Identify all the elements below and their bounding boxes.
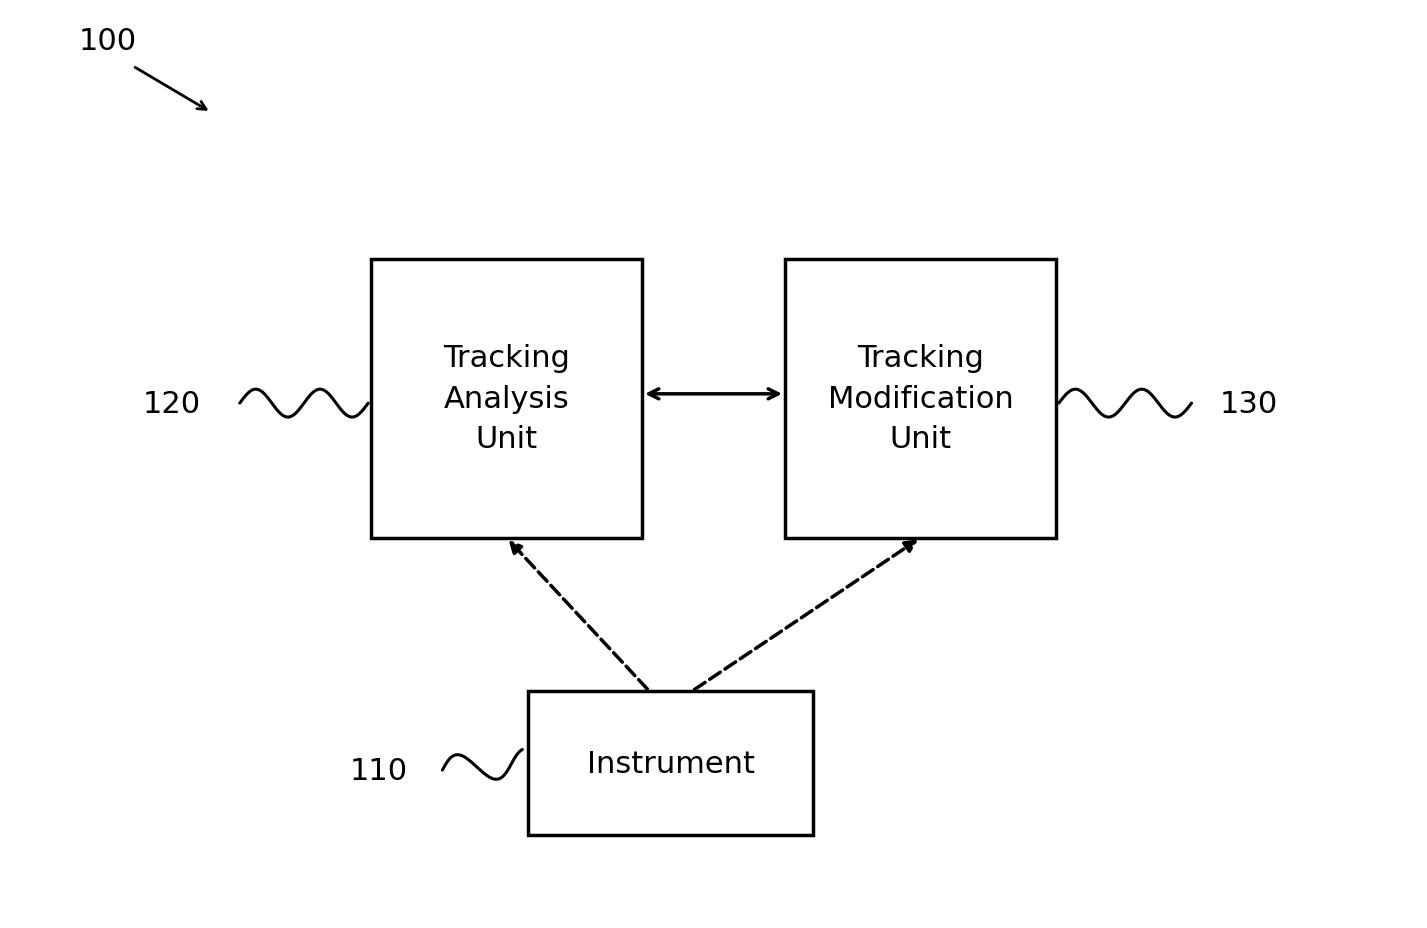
Text: 130: 130	[1220, 389, 1279, 419]
Text: 110: 110	[350, 755, 408, 785]
Text: Tracking
Analysis
Unit: Tracking Analysis Unit	[444, 344, 569, 454]
Text: 120: 120	[143, 389, 201, 419]
Text: 100: 100	[78, 27, 137, 57]
FancyBboxPatch shape	[528, 691, 813, 835]
Text: Instrument: Instrument	[586, 749, 755, 778]
Text: Tracking
Modification
Unit: Tracking Modification Unit	[828, 344, 1013, 454]
FancyBboxPatch shape	[785, 260, 1056, 538]
FancyBboxPatch shape	[371, 260, 642, 538]
